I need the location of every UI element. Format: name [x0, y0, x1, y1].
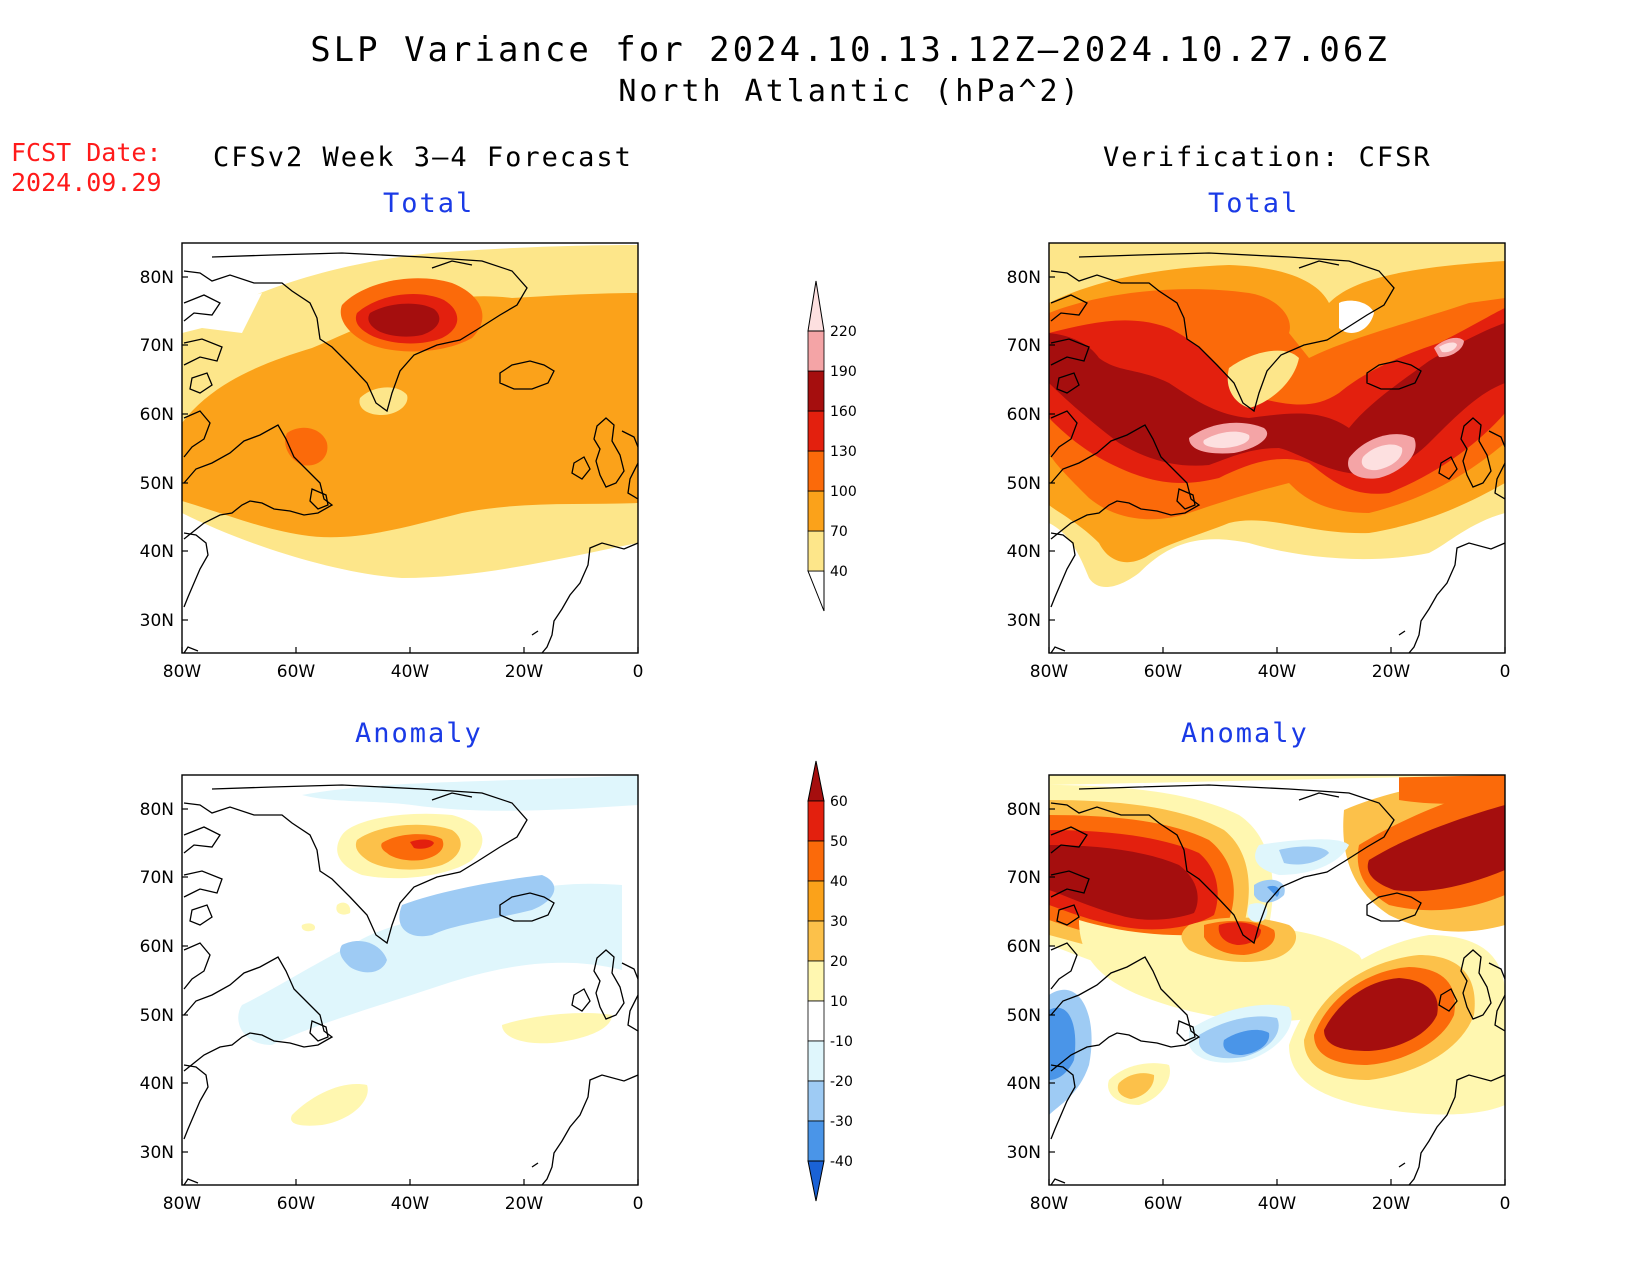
lat-tick-label: 40N — [1007, 1074, 1041, 1094]
colorbar-level-label: 100 — [830, 484, 857, 500]
lon-tick-label: 40W — [391, 662, 430, 682]
colorbar-swatch — [807, 800, 825, 842]
colorbar-level-label: 50 — [830, 834, 848, 850]
lon-tick-label: 20W — [505, 662, 544, 682]
panel-title-forecast-anomaly: Anomaly — [355, 718, 483, 749]
colorbar-swatch — [807, 1120, 825, 1162]
forecast-date-value: 2024.09.29 — [11, 168, 162, 197]
panel-title-forecast-total: Total — [383, 188, 475, 219]
colorbar-swatch — [807, 880, 825, 922]
colorbar-level-label: 160 — [830, 404, 857, 420]
lat-tick-label: 40N — [140, 542, 174, 562]
colorbar-swatch — [807, 490, 825, 532]
lat-tick-label: 80N — [1007, 268, 1041, 288]
colorbar-swatch — [807, 1000, 825, 1042]
lon-tick-label: 80W — [163, 1194, 202, 1214]
lon-tick-label: 0 — [1500, 1194, 1511, 1214]
colorbar-swatch — [807, 840, 825, 882]
colorbar-level-label: 30 — [830, 914, 848, 930]
forecast-date-label: FCST Date: — [11, 138, 162, 167]
lat-tick-label: 30N — [1007, 1143, 1041, 1163]
lon-tick-label: 60W — [1144, 1194, 1183, 1214]
colorbar-swatch — [807, 450, 825, 492]
column-heading-verification: Verification: CFSR — [1103, 142, 1432, 173]
colorbar-swatch — [807, 920, 825, 962]
lat-tick-label: 60N — [140, 937, 174, 957]
colorbar-swatch — [807, 1160, 825, 1202]
lon-tick-label: 20W — [1372, 662, 1411, 682]
colorbar-swatch — [807, 330, 825, 372]
map-verification-total — [1048, 242, 1506, 654]
lat-tick-label: 70N — [140, 336, 174, 356]
colorbar-swatch — [807, 410, 825, 452]
lon-tick-label: 0 — [633, 662, 644, 682]
lat-tick-label: 40N — [140, 1074, 174, 1094]
colorbar-level-label: 40 — [830, 564, 848, 580]
colorbar-swatch — [807, 760, 825, 802]
lon-tick-label: 80W — [163, 662, 202, 682]
lat-tick-label: 70N — [1007, 868, 1041, 888]
lat-tick-label: 40N — [1007, 542, 1041, 562]
map-forecast-total — [181, 242, 639, 654]
panel-title-verification-total: Total — [1208, 188, 1300, 219]
lon-tick-label: 40W — [1258, 662, 1297, 682]
lat-tick-label: 80N — [140, 268, 174, 288]
chart-title: SLP Variance for 2024.10.13.12Z–2024.10.… — [310, 30, 1390, 70]
colorbar-swatch — [807, 530, 825, 572]
colorbar-swatch — [807, 370, 825, 412]
colorbar-level-label: 40 — [830, 874, 848, 890]
lat-tick-label: 50N — [140, 474, 174, 494]
lat-tick-label: 30N — [140, 611, 174, 631]
lon-tick-label: 80W — [1030, 1194, 1069, 1214]
colorbar-level-label: 190 — [830, 364, 857, 380]
colorbar-swatch — [807, 1040, 825, 1082]
colorbar-total: 40 70 100 130 160 190 220 — [807, 280, 857, 612]
lat-tick-label: 60N — [140, 405, 174, 425]
colorbar-level-label: 130 — [830, 444, 857, 460]
lon-tick-label: 0 — [1500, 662, 1511, 682]
colorbar-level-label: 220 — [830, 324, 857, 340]
lon-tick-label: 40W — [1258, 1194, 1297, 1214]
lat-tick-label: 80N — [1007, 800, 1041, 820]
colorbar-level-label: 70 — [830, 524, 848, 540]
colorbar-swatch — [807, 1080, 825, 1122]
lat-tick-label: 80N — [140, 800, 174, 820]
lon-tick-label: 60W — [277, 662, 316, 682]
column-heading-forecast: CFSv2 Week 3–4 Forecast — [213, 142, 633, 173]
lon-tick-label: 0 — [633, 1194, 644, 1214]
lon-tick-label: 20W — [1372, 1194, 1411, 1214]
lat-tick-label: 30N — [1007, 611, 1041, 631]
lat-tick-label: 60N — [1007, 405, 1041, 425]
lon-tick-label: 80W — [1030, 662, 1069, 682]
map-verification-anomaly — [1048, 774, 1506, 1186]
lon-tick-label: 20W — [505, 1194, 544, 1214]
colorbar-level-label: 10 — [830, 994, 848, 1010]
lon-tick-label: 60W — [277, 1194, 316, 1214]
colorbar-swatch — [807, 960, 825, 1002]
axis-labels: 80N 70N 60N 50N 40N 30N 80W 60W 40W 20W 0 80N 70N 60N… — [140, 268, 1511, 1214]
colorbar-anomaly: 60 50 40 30 20 10 -10 -20 -30 -40 — [807, 760, 853, 1202]
map-forecast-anomaly — [181, 774, 639, 1186]
colorbar-level-label: -40 — [830, 1154, 853, 1170]
colorbar-level-label: 20 — [830, 954, 848, 970]
chart-subtitle: North Atlantic (hPa^2) — [618, 74, 1082, 109]
colorbar-swatch — [807, 280, 825, 332]
lat-tick-label: 50N — [140, 1006, 174, 1026]
lon-tick-label: 40W — [391, 1194, 430, 1214]
lon-tick-label: 60W — [1144, 662, 1183, 682]
lat-tick-label: 50N — [1007, 1006, 1041, 1026]
lat-tick-label: 70N — [140, 868, 174, 888]
lat-tick-label: 60N — [1007, 937, 1041, 957]
colorbar-level-label: 60 — [830, 794, 848, 810]
colorbar-level-label: -10 — [830, 1034, 853, 1050]
colorbar-level-label: -30 — [830, 1114, 853, 1130]
lat-tick-label: 30N — [140, 1143, 174, 1163]
panel-title-verification-anomaly: Anomaly — [1181, 718, 1309, 749]
colorbar-level-label: -20 — [830, 1074, 853, 1090]
lat-tick-label: 70N — [1007, 336, 1041, 356]
lat-tick-label: 50N — [1007, 474, 1041, 494]
